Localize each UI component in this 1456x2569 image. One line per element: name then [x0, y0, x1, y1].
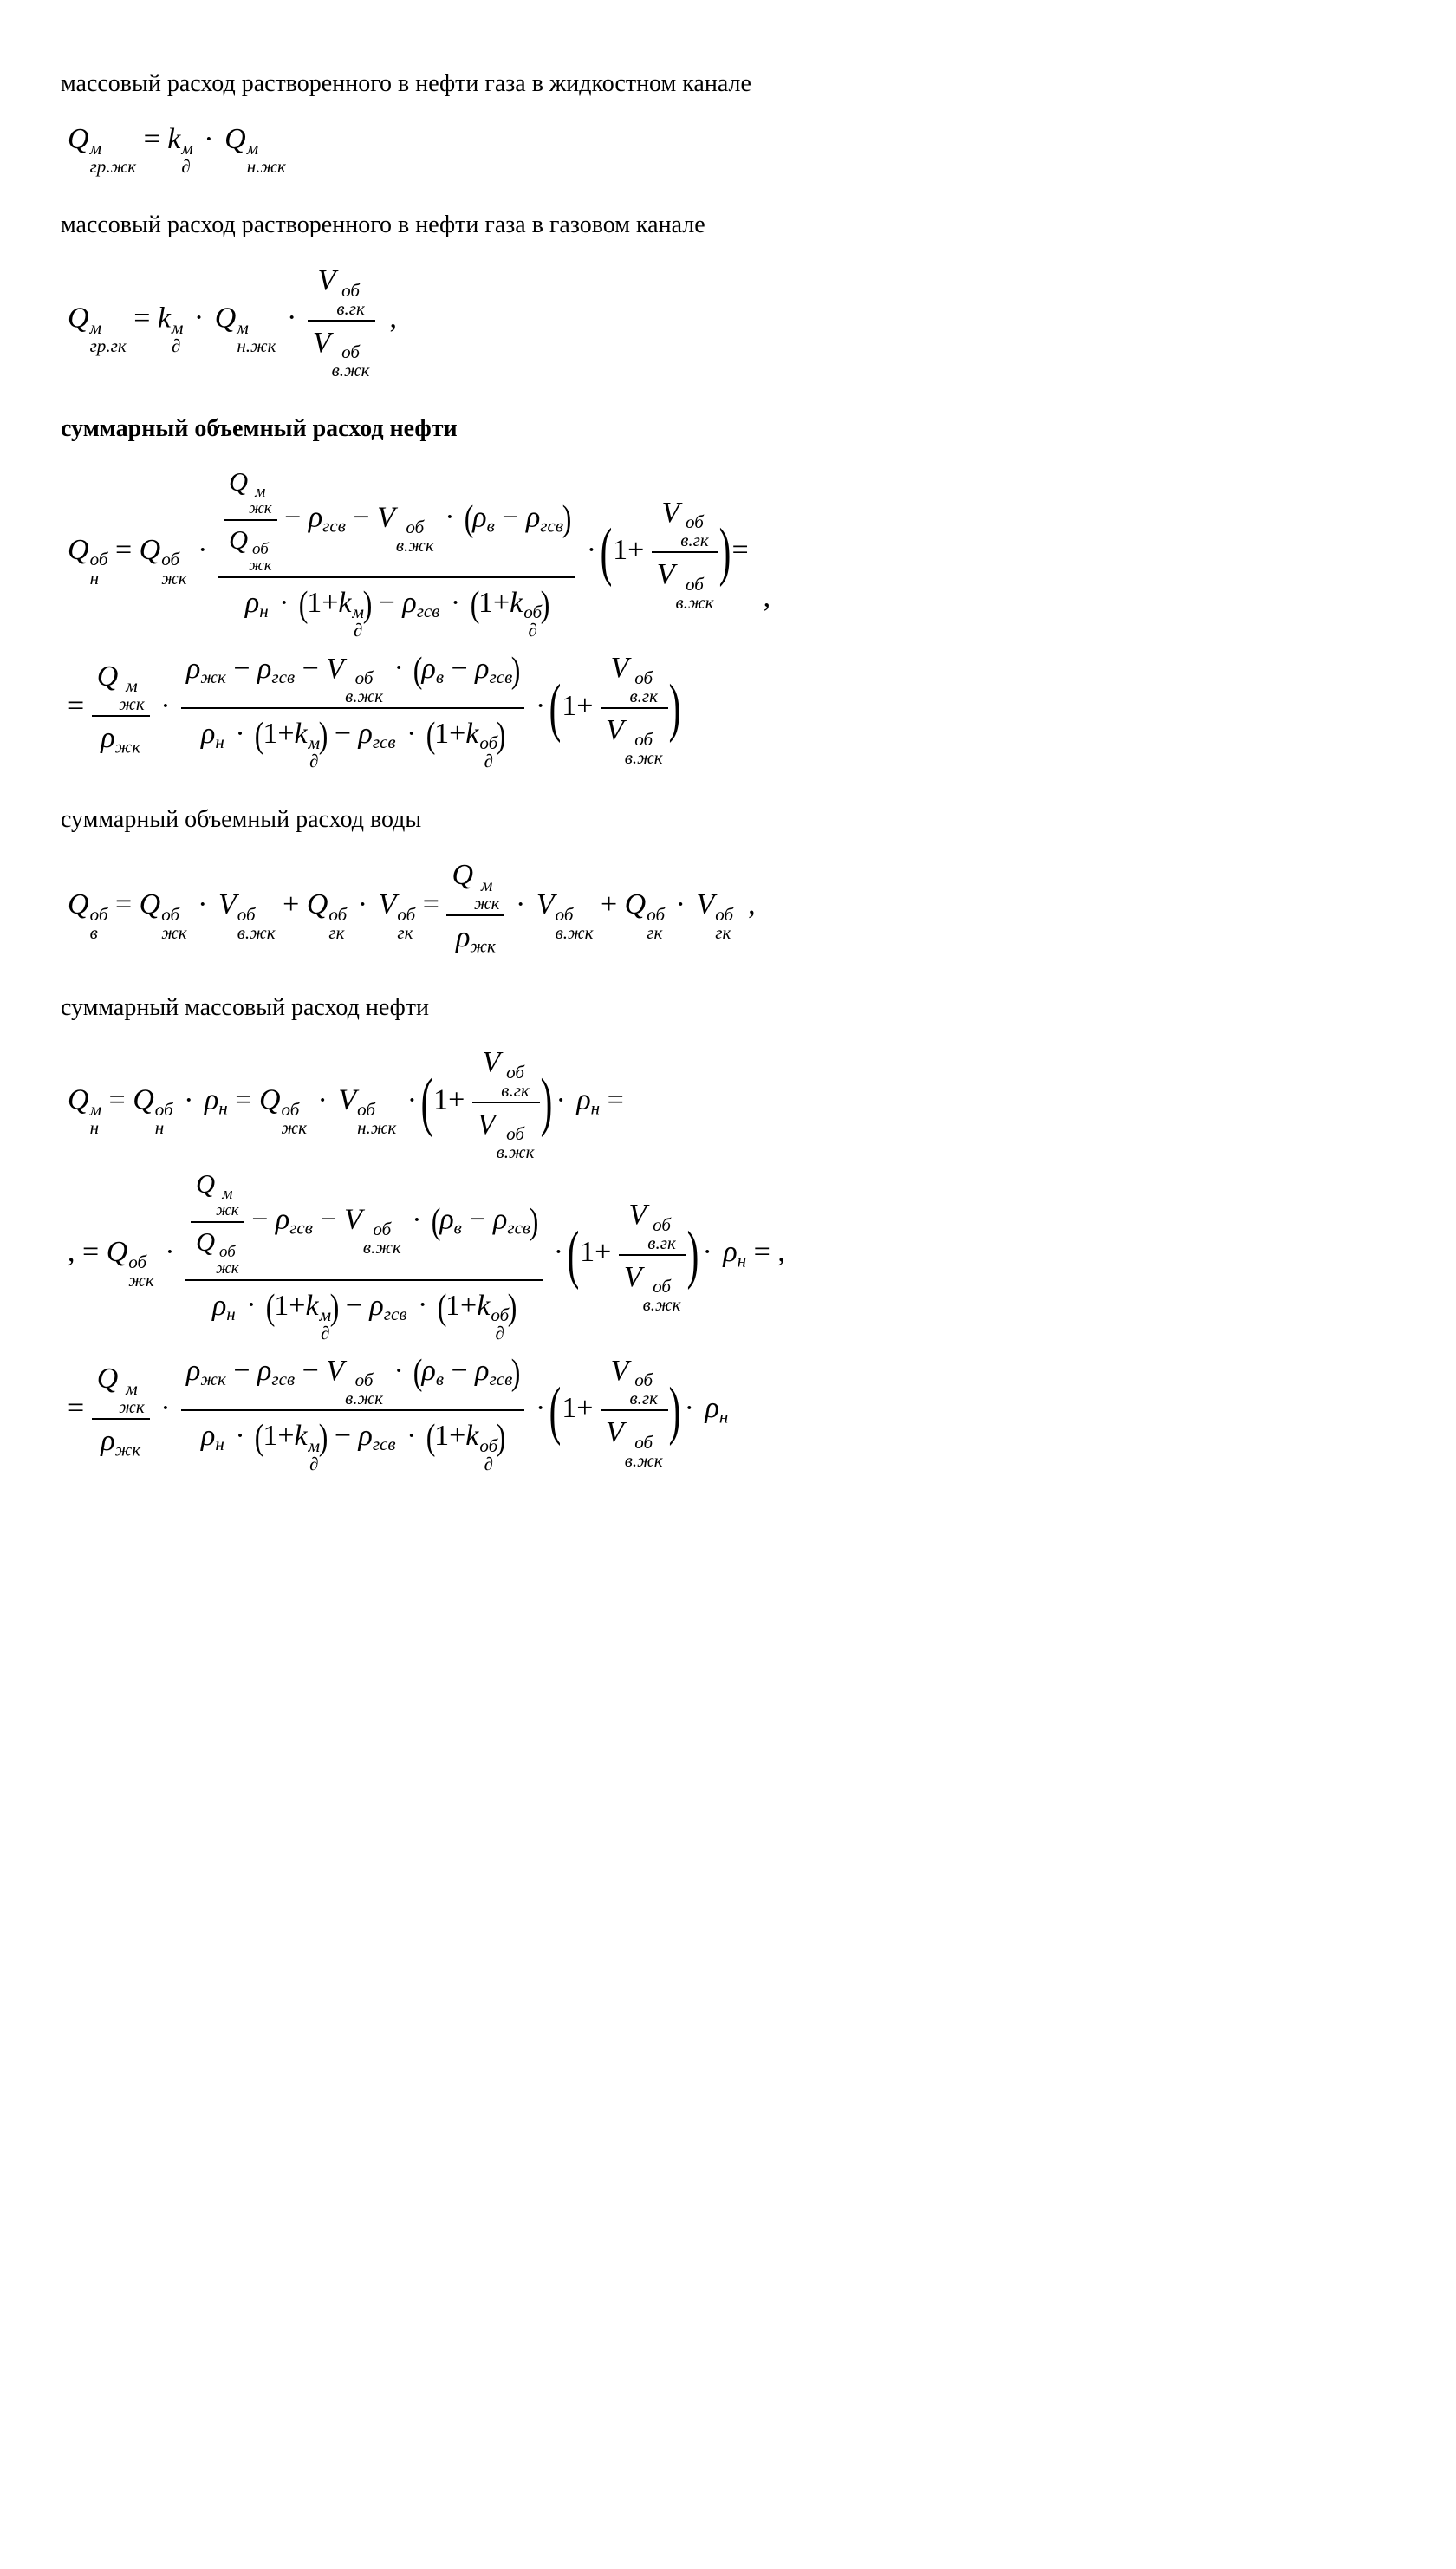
sym-Q: Q: [68, 123, 89, 155]
sym-k: k: [167, 123, 180, 155]
equation: Qмгр.жк = kм∂ · Qмн.жк: [68, 120, 1395, 177]
fraction: Qмжк Qобжк − ρгсв − Vобв.жк · (ρв − ρгсв…: [218, 465, 575, 641]
comma: ,: [390, 302, 398, 334]
heading: суммарный объемный расход нефти: [61, 413, 1395, 446]
equation: Qобн = Qобжк · Qмжк Qобжк − ρгсв − Vобв.…: [68, 465, 1395, 771]
paragraph: массовый расход растворенного в нефти га…: [61, 68, 1395, 101]
equation: Qмн = Qобн · ρн = Qобжк · Vобн.жк · ( 1+…: [68, 1043, 1395, 1473]
paragraph: суммарный объемный расход воды: [61, 803, 1395, 836]
dot: ·: [200, 123, 217, 155]
supsub: м∂: [181, 140, 192, 176]
sym-Q: Q: [224, 123, 246, 155]
paragraph: массовый расход растворенного в нефти га…: [61, 209, 1395, 242]
fraction: Vобв.гк Vобв.жк: [308, 261, 375, 380]
equation: Qмгр.гк = kм∂ · Qмн.жк · Vобв.гк Vобв.жк…: [68, 261, 1395, 380]
supsub: мгр.жк: [90, 140, 137, 176]
equation: Qобв = Qобжк · Vобв.жк + Qобгк · Vобгк =…: [68, 855, 1395, 958]
equals: =: [144, 123, 168, 155]
paragraph: суммарный массовый расход нефти: [61, 992, 1395, 1024]
supsub: мн.жк: [247, 140, 286, 176]
